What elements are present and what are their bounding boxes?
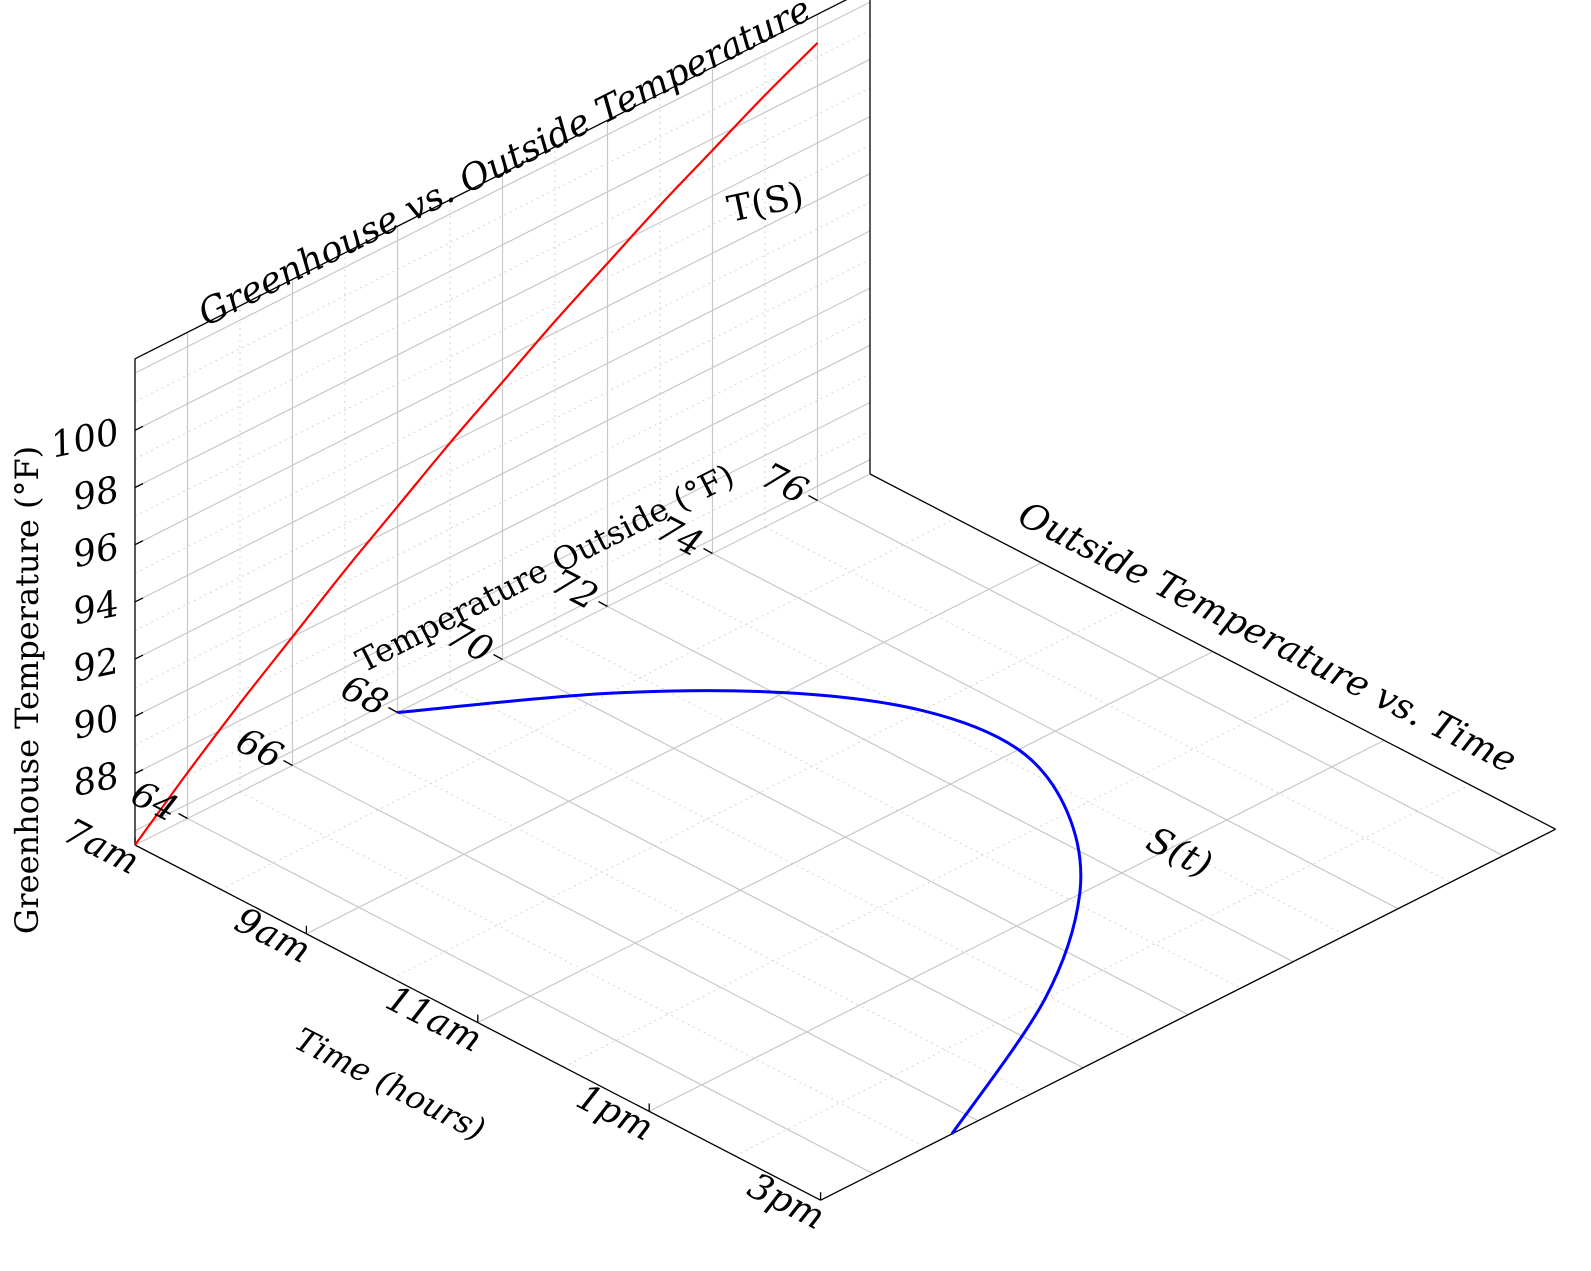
floor-grid-line bbox=[239, 791, 926, 1148]
outside-tick-mark bbox=[808, 494, 818, 502]
floor-grid-line bbox=[817, 499, 1504, 857]
wall-grid-line bbox=[134, 401, 871, 775]
wall-grid-line bbox=[134, 459, 871, 832]
t-of-s-curve-label: T(S) bbox=[724, 175, 808, 231]
floor-grid-line bbox=[659, 579, 1346, 936]
floor-far-edge bbox=[869, 473, 1556, 830]
greenhouse-tick-label: 100 bbox=[47, 412, 123, 466]
time-tick-label: 7am bbox=[57, 811, 146, 883]
time-tick-label: 11am bbox=[379, 978, 488, 1061]
outside-tick-mark bbox=[703, 547, 713, 555]
greenhouse-tick-mark bbox=[134, 425, 144, 431]
floor-grid-line bbox=[607, 605, 1294, 963]
wall-top-edge bbox=[134, 0, 848, 360]
floor-front-edge bbox=[820, 828, 1556, 1201]
series-layer bbox=[134, 42, 1083, 1135]
wall-grid-line bbox=[134, 58, 871, 431]
greenhouse-tick-label: 98 bbox=[70, 469, 123, 519]
outside-tick-mark bbox=[388, 706, 398, 714]
wall-grid-line bbox=[134, 230, 871, 603]
floor-grid-line bbox=[397, 711, 1084, 1069]
greenhouse-tick-mark bbox=[134, 654, 144, 660]
greenhouse-tick-mark bbox=[134, 711, 144, 717]
outside-tick-mark bbox=[178, 812, 188, 820]
greenhouse-tick-label: 90 bbox=[70, 698, 123, 748]
time-tick-label: 3pm bbox=[741, 1165, 831, 1238]
floor-grid-line bbox=[187, 817, 874, 1175]
grid-layer bbox=[134, 0, 1556, 1201]
greenhouse-tick-mark bbox=[134, 768, 144, 775]
greenhouse-temperature-axis-label: Greenhouse Temperature (°F) bbox=[8, 446, 46, 934]
outside-tick-mark bbox=[493, 653, 503, 661]
axis-layer bbox=[134, 0, 1556, 1201]
outside-tick-mark bbox=[598, 600, 608, 608]
outside-temperature-axis-label: Temperature Outside (°F) bbox=[350, 456, 741, 680]
floor-grid-line bbox=[344, 738, 1031, 1095]
outside-curve-s-of-t bbox=[397, 689, 1083, 1135]
wall-grid-line bbox=[134, 173, 871, 546]
outside-tick-label: 68 bbox=[335, 667, 394, 724]
time-tick-label: 9am bbox=[228, 900, 317, 972]
floor-grid-line bbox=[449, 685, 1136, 1042]
floor-grid-line bbox=[554, 632, 1241, 989]
wall-grid-line bbox=[134, 115, 871, 489]
wall-grid-line bbox=[134, 287, 871, 660]
wall-grid-line bbox=[134, 344, 871, 717]
greenhouse-tick-mark bbox=[134, 482, 144, 489]
outside-tick-mark bbox=[283, 759, 293, 767]
greenhouse-curve-t-of-s bbox=[134, 42, 819, 846]
time-tick-label: 1pm bbox=[570, 1077, 660, 1150]
greenhouse-tick-mark bbox=[134, 597, 144, 603]
greenhouse-tick-label: 94 bbox=[70, 584, 123, 634]
greenhouse-chart-title: Greenhouse vs. Outside Temperature bbox=[192, 0, 818, 335]
greenhouse-tick-label: 96 bbox=[70, 526, 123, 576]
s-of-t-curve-label: S(t) bbox=[1140, 819, 1219, 886]
floor-grid-line bbox=[764, 526, 1451, 883]
greenhouse-tick-mark bbox=[134, 540, 144, 546]
floor-grid-line bbox=[712, 552, 1399, 910]
floor-grid-line bbox=[292, 764, 979, 1122]
floor-grid-line bbox=[502, 658, 1189, 1016]
greenhouse-tick-label: 88 bbox=[70, 755, 123, 805]
wall-grid-line bbox=[134, 1, 871, 374]
greenhouse-tick-label: 92 bbox=[70, 641, 123, 691]
outside-tick-label: 64 bbox=[125, 773, 184, 830]
outside-chart-title: Outside Temperature vs. Time bbox=[1012, 494, 1523, 782]
